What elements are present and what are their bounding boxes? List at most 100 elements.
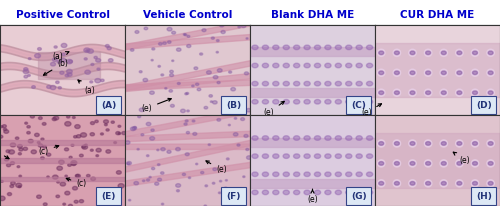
Ellipse shape <box>440 140 448 147</box>
Circle shape <box>139 71 142 73</box>
Text: (e): (e) <box>206 161 227 174</box>
Circle shape <box>325 136 331 140</box>
Ellipse shape <box>409 49 416 56</box>
Text: (C): (C) <box>352 101 366 110</box>
Circle shape <box>158 178 162 181</box>
Circle shape <box>96 155 98 157</box>
Circle shape <box>192 120 195 122</box>
Circle shape <box>252 154 258 158</box>
Ellipse shape <box>456 49 463 56</box>
Circle shape <box>24 68 28 71</box>
Circle shape <box>19 175 22 177</box>
Circle shape <box>91 177 96 181</box>
Circle shape <box>472 71 478 75</box>
Circle shape <box>146 122 151 126</box>
Circle shape <box>130 127 136 131</box>
Circle shape <box>150 91 154 94</box>
Circle shape <box>94 56 98 59</box>
Circle shape <box>202 29 206 32</box>
Circle shape <box>356 172 362 177</box>
Circle shape <box>294 45 300 50</box>
Circle shape <box>335 190 342 195</box>
Circle shape <box>379 162 384 165</box>
Circle shape <box>356 190 362 195</box>
Ellipse shape <box>440 160 448 167</box>
Circle shape <box>152 48 155 50</box>
Ellipse shape <box>471 180 479 187</box>
Circle shape <box>294 136 300 140</box>
Circle shape <box>114 204 119 206</box>
Ellipse shape <box>393 49 400 56</box>
Circle shape <box>208 144 210 145</box>
Circle shape <box>224 187 227 189</box>
Circle shape <box>76 174 80 178</box>
Ellipse shape <box>409 89 416 96</box>
Circle shape <box>167 150 171 153</box>
Circle shape <box>242 24 246 28</box>
Circle shape <box>10 143 16 147</box>
Circle shape <box>84 48 90 52</box>
Circle shape <box>294 99 300 104</box>
Circle shape <box>65 175 68 177</box>
Circle shape <box>6 164 10 167</box>
Circle shape <box>212 37 214 39</box>
Circle shape <box>314 81 320 86</box>
Circle shape <box>90 149 94 151</box>
Circle shape <box>58 87 61 89</box>
Circle shape <box>410 181 415 185</box>
Circle shape <box>184 34 187 36</box>
Circle shape <box>244 72 248 75</box>
Ellipse shape <box>393 180 400 187</box>
Circle shape <box>262 190 268 195</box>
Circle shape <box>138 116 140 118</box>
Circle shape <box>106 129 109 131</box>
Circle shape <box>272 81 279 86</box>
Ellipse shape <box>378 160 385 167</box>
Circle shape <box>272 190 279 195</box>
Circle shape <box>75 125 80 129</box>
Circle shape <box>366 172 372 177</box>
Circle shape <box>209 95 212 97</box>
Circle shape <box>116 171 121 174</box>
Circle shape <box>252 136 258 140</box>
Text: (D): (D) <box>476 101 492 110</box>
Ellipse shape <box>456 140 463 147</box>
Circle shape <box>394 51 400 55</box>
Circle shape <box>238 26 240 28</box>
Circle shape <box>100 79 104 82</box>
Ellipse shape <box>471 89 479 96</box>
Circle shape <box>246 38 248 39</box>
Circle shape <box>294 154 300 158</box>
Ellipse shape <box>471 49 479 56</box>
Text: (e): (e) <box>307 190 318 204</box>
Circle shape <box>379 142 384 145</box>
Circle shape <box>234 117 236 119</box>
FancyBboxPatch shape <box>346 96 371 115</box>
Ellipse shape <box>409 160 416 167</box>
Circle shape <box>100 133 103 135</box>
Circle shape <box>95 78 100 83</box>
Circle shape <box>262 172 268 177</box>
Circle shape <box>23 147 28 150</box>
Circle shape <box>272 172 279 177</box>
Circle shape <box>151 59 153 61</box>
Circle shape <box>457 51 462 55</box>
Circle shape <box>346 99 352 104</box>
Circle shape <box>192 85 194 87</box>
Circle shape <box>6 150 10 153</box>
Circle shape <box>184 123 187 125</box>
Circle shape <box>226 158 229 160</box>
Circle shape <box>325 81 331 86</box>
Circle shape <box>90 81 92 83</box>
Circle shape <box>252 45 258 50</box>
Circle shape <box>252 63 258 68</box>
Circle shape <box>158 164 160 166</box>
Circle shape <box>180 109 186 113</box>
Circle shape <box>162 203 164 205</box>
Circle shape <box>185 93 188 95</box>
Circle shape <box>16 137 19 139</box>
Circle shape <box>196 83 199 85</box>
Circle shape <box>426 162 430 165</box>
FancyBboxPatch shape <box>221 187 246 205</box>
Circle shape <box>488 162 493 165</box>
